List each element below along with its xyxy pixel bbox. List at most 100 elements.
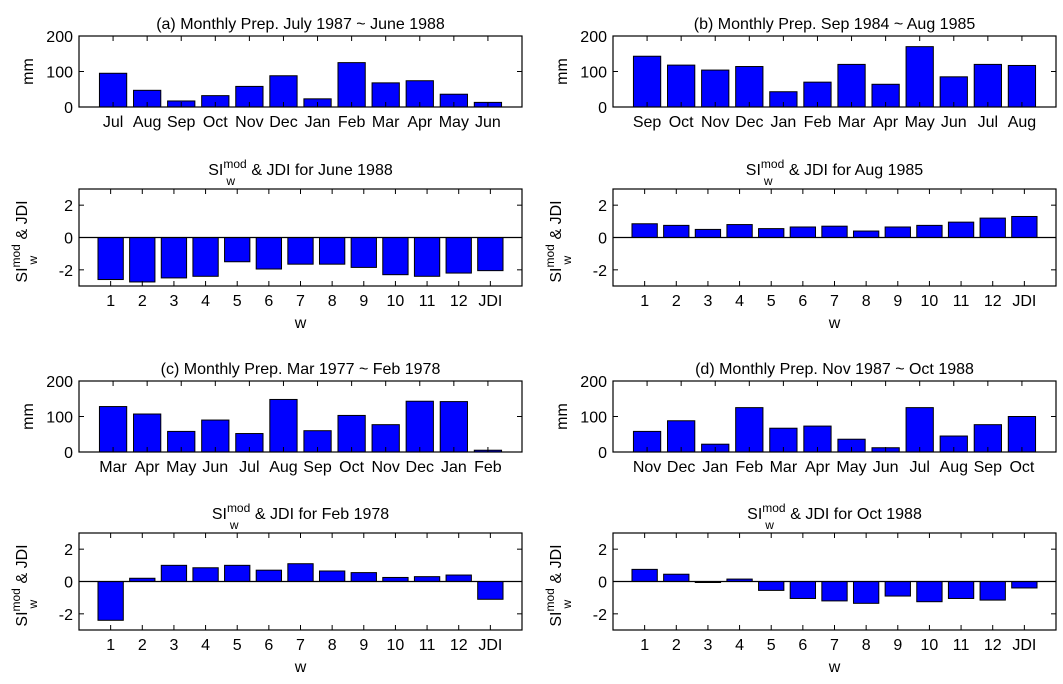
bar-b-si-1 [631, 223, 658, 238]
x-tick-label: 10 [921, 637, 939, 654]
y-tick-label: -2 [59, 607, 73, 624]
x-tick-label: Nov [633, 459, 661, 476]
bar-c-prep-Mar [98, 406, 128, 453]
panel-b-prep: 0 100 200 Sep Oct Nov Dec Jan Feb Mar Apr May Jun Jul… [554, 16, 1057, 131]
bar-a-si-3 [160, 237, 188, 279]
x-tick-label: Dec [406, 459, 434, 476]
y-tick-label: 2 [64, 198, 73, 215]
x-tick-label: May [439, 114, 469, 131]
x-tick-label: 7 [830, 637, 839, 654]
bar-a-si-9 [350, 237, 377, 268]
x-tick-label: Apr [135, 459, 161, 476]
bar-d-si-9 [884, 581, 911, 597]
x-tick-label: 6 [798, 293, 807, 310]
bar-d-prep-Feb [735, 407, 764, 453]
x-tick-label: 3 [703, 293, 712, 310]
x-tick-label: Sep [974, 459, 1003, 476]
x-tick-label: 9 [359, 637, 368, 654]
bar-c-prep-Apr [133, 413, 162, 453]
bar-b-si-6 [789, 226, 817, 239]
x-axis-label: w [294, 315, 307, 332]
bar-c-si-5 [224, 564, 251, 582]
x-tick-label: 4 [201, 293, 210, 310]
y-tick-label: 2 [64, 542, 73, 559]
x-tick-label: 9 [893, 637, 902, 654]
x-tick-label: Mar [770, 459, 798, 476]
x-tick-label: 5 [767, 293, 776, 310]
bar-c-si-10 [382, 576, 409, 582]
x-tick-label: 3 [703, 637, 712, 654]
x-tick-label: Dec [269, 114, 297, 131]
x-tick-label: Jan [441, 459, 467, 476]
chart-title: SImod w & JDI for Oct 1988 [747, 501, 922, 532]
y-tick-label: 0 [598, 231, 607, 248]
bar-c-si-8 [318, 570, 346, 582]
x-tick-label: 10 [387, 293, 405, 310]
x-axis-label: w [828, 315, 841, 332]
y-tick-label: 0 [64, 100, 73, 117]
y-tick-label: 0 [64, 575, 73, 592]
bar-b-prep-Aug [1007, 64, 1037, 108]
y-tick-label: -2 [59, 263, 73, 280]
bar-b-si-JDI [1011, 215, 1038, 239]
bar-d-si-7 [821, 581, 848, 602]
bar-d-si-8 [852, 581, 880, 604]
bar-c-prep-Jun [201, 419, 230, 453]
x-tick-label: 2 [672, 293, 681, 310]
y-tick-label: 2 [598, 198, 607, 215]
chart-title: SImod w & JDI for June 1988 [208, 157, 393, 188]
bar-b-prep-Mar [837, 63, 866, 108]
bar-d-si-1 [631, 568, 658, 582]
x-tick-label: 1 [640, 293, 649, 310]
x-tick-label: Aug [1008, 114, 1036, 131]
x-tick-label: 4 [735, 637, 744, 654]
bar-b-prep-May [905, 46, 934, 108]
bar-c-si-11 [413, 576, 441, 583]
bar-b-si-3 [694, 228, 722, 239]
bar-d-si-6 [789, 581, 817, 599]
y-tick-label: 0 [598, 100, 607, 117]
bar-d-si-12 [979, 581, 1006, 601]
bar-c-prep-Dec [405, 400, 434, 453]
x-tick-label: 12 [450, 293, 468, 310]
bar-a-si-JDI [477, 237, 504, 272]
x-tick-label: 8 [862, 293, 871, 310]
x-tick-label: Apr [873, 114, 899, 131]
y-tick-label: 0 [64, 445, 73, 462]
bar-a-si-12 [445, 237, 472, 274]
x-tick-label: Feb [338, 114, 366, 131]
x-tick-label: 4 [201, 637, 210, 654]
bar-d-si-5 [758, 581, 785, 591]
bar-a-si-11 [413, 237, 441, 277]
x-tick-label: 3 [169, 293, 178, 310]
x-tick-label: Oct [203, 114, 228, 131]
bar-c-si-3 [160, 564, 188, 582]
y-axis-label: mm [554, 58, 571, 85]
bar-b-si-9 [884, 226, 911, 239]
x-tick-label: 3 [169, 637, 178, 654]
x-tick-label: 6 [264, 637, 273, 654]
chart-title: (c) Monthly Prep. Mar 1977 ~ Feb 1978 [161, 361, 441, 378]
x-tick-label: JDI [1012, 293, 1036, 310]
x-tick-label: 1 [640, 637, 649, 654]
x-tick-label: May [905, 114, 935, 131]
y-axis-label: SImod w & JDI [543, 544, 574, 626]
x-tick-label: Jun [202, 459, 228, 476]
bar-c-prep-Oct [337, 414, 366, 453]
bar-b-prep-Oct [667, 64, 696, 108]
x-tick-label: Aug [269, 459, 297, 476]
x-tick-label: Sep [167, 114, 196, 131]
bar-c-si-JDI [477, 581, 504, 600]
x-tick-label: Aug [940, 459, 968, 476]
bar-c-si-7 [287, 563, 314, 583]
x-tick-label: Apr [407, 114, 433, 131]
bar-c-si-1 [97, 581, 124, 621]
x-tick-label: 1 [106, 637, 115, 654]
y-tick-label: 200 [580, 29, 607, 46]
bar-b-prep-Sep [632, 55, 662, 108]
x-tick-label: Apr [805, 459, 831, 476]
x-tick-label: Sep [303, 459, 332, 476]
bar-a-si-8 [318, 237, 346, 265]
